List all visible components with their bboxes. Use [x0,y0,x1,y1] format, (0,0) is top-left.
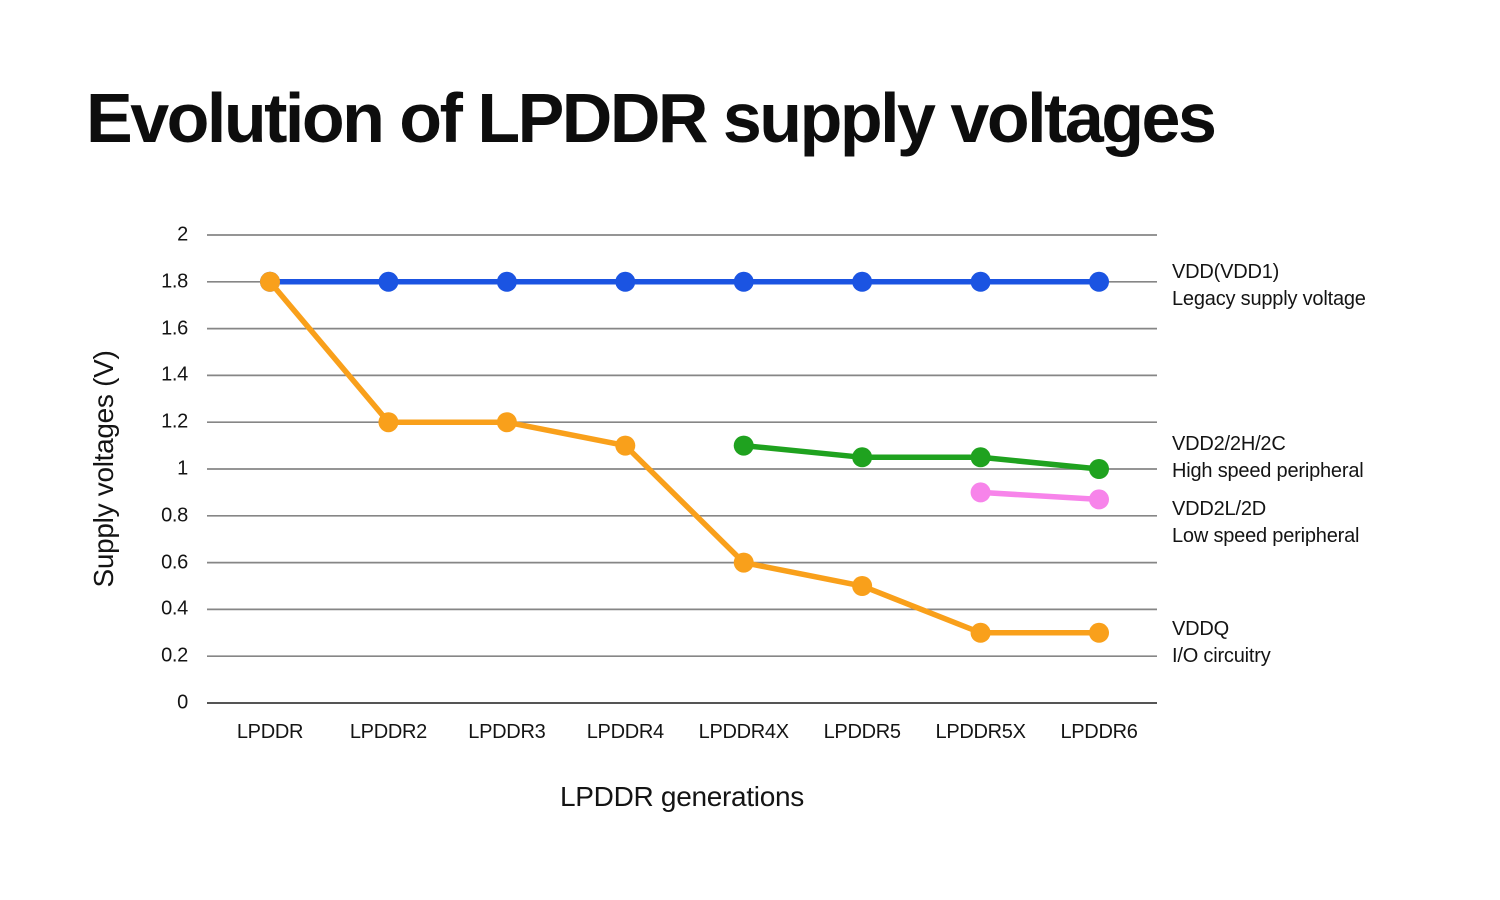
data-point-VDD2/2H/2C [733,435,754,456]
data-point-VDD(VDD1) [496,271,517,292]
chart-title: Evolution of LPDDR supply voltages [86,79,1217,157]
x-tick-label-lpddr2: LPDDR2 [349,721,427,743]
x-tick-label-lpddr6: LPDDR6 [1060,721,1138,743]
x-tick-label-lpddr4x: LPDDR4X [698,721,789,743]
data-point-VDD(VDD1) [378,271,399,292]
data-point-VDD2L/2D [1089,489,1110,510]
y-tick-label-1: 1 [177,457,188,480]
legend-entry-vdd2-2h-2c: VDD2/2H/2C High speed peripheral [1172,431,1364,485]
legend-subtitle: High speed peripheral [1172,460,1364,482]
data-point-VDD(VDD1) [970,271,991,292]
data-point-VDD2/2H/2C [1089,459,1110,479]
y-tick-label-0.8: 0.8 [161,504,188,527]
data-point-VDDQ [852,576,873,596]
data-point-VDDQ [260,271,280,292]
x-tick-label-lpddr3: LPDDR3 [468,721,546,743]
data-point-VDDQ [1089,622,1110,643]
data-point-VDDQ [615,435,636,456]
series-line-VDDQ [267,280,1100,636]
data-point-VDDQ [496,412,517,433]
legend-entry-vdd2l-2d: VDD2L/2D Low speed peripheral [1172,496,1359,550]
y-tick-label-1.6: 1.6 [161,317,188,340]
data-point-VDD(VDD1) [733,271,754,292]
x-tick-label-lpddr: LPDDR [236,721,304,743]
y-tick-label-1.2: 1.2 [161,410,188,433]
legend-title: VDDQ [1172,618,1229,640]
legend-title: VDD2/2H/2C [1172,433,1286,455]
y-tick-label-1.4: 1.4 [161,363,188,386]
legend-entry-vddq: VDDQ I/O circuitry [1172,616,1271,670]
y-tick-label-0.6: 0.6 [161,551,188,574]
y-tick-label-0: 0 [177,691,188,714]
y-tick-label-1.8: 1.8 [161,270,188,293]
data-point-VDD2/2H/2C [852,447,873,468]
legend-title: VDD2L/2D [1172,498,1266,520]
x-tick-label-lpddr5: LPDDR5 [823,721,901,743]
data-point-VDDQ [378,412,399,433]
data-point-VDDQ [970,622,991,643]
data-point-VDDQ [733,552,754,573]
legend-subtitle: Low speed peripheral [1172,525,1360,547]
data-point-VDD2/2H/2C [970,447,991,468]
legend-subtitle: I/O circuitry [1172,645,1271,667]
data-point-VDD(VDD1) [615,271,636,292]
data-point-VDD(VDD1) [852,271,873,292]
x-tick-label-lpddr4: LPDDR4 [586,721,664,743]
y-tick-label-2: 2 [177,223,188,246]
x-axis-title: LPDDR generations [560,781,804,812]
legend-subtitle: Legacy supply voltage [1172,288,1366,310]
y-tick-label-0.2: 0.2 [161,644,188,667]
legend-title: VDD(VDD1) [1172,261,1280,283]
data-point-VDD(VDD1) [1089,271,1110,292]
series-line-VDD2L/2D [980,489,1100,503]
legend-entry-vdd-vdd1: VDD(VDD1) Legacy supply voltage [1172,259,1366,313]
series-line-VDD2/2H/2C [743,442,1100,472]
x-tick-label-lpddr5x: LPDDR5X [935,721,1026,743]
y-tick-label-0.4: 0.4 [161,597,188,620]
data-point-VDD2L/2D [970,482,991,503]
